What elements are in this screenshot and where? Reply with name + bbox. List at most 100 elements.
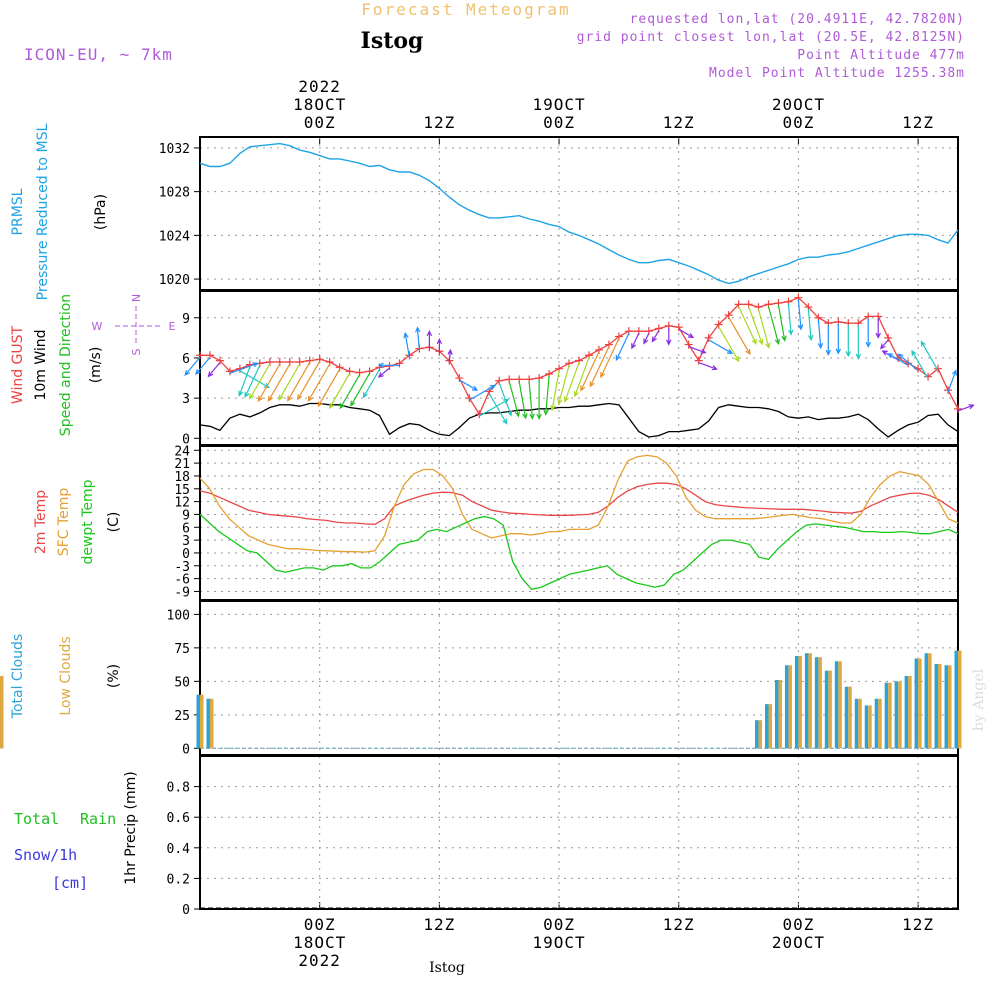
wind-direction-arrow xyxy=(426,330,433,350)
top-time-label: 20OCT xyxy=(772,95,825,114)
top-time-label: 18OCT xyxy=(293,95,346,114)
wind-panel: 0 3 6 9 xyxy=(182,290,975,447)
bottom-time-label: 18OCT xyxy=(293,933,346,952)
clouds-ytick-label: 0 xyxy=(182,742,190,757)
clouds-panel-labels: Total Clouds Low Clouds (%) xyxy=(10,634,122,719)
clouds-ytick-label: 100 xyxy=(167,608,190,623)
wind-direction-arrow xyxy=(767,306,780,346)
low-clouds-bar xyxy=(798,655,802,749)
wind-direction-arrow xyxy=(886,353,909,366)
total-clouds-bar xyxy=(804,653,809,749)
wind-direction-arrow xyxy=(528,381,535,420)
wind-gust-marker xyxy=(934,364,943,373)
top-time-label: 2022 xyxy=(298,77,341,96)
low-clouds-bar xyxy=(858,698,862,749)
wind-direction-arrow xyxy=(249,363,271,400)
compass-n: N xyxy=(130,294,143,302)
wind-gust-marker xyxy=(674,323,683,332)
wind-gust-marker xyxy=(395,359,404,368)
temp-label-2m: 2m Temp xyxy=(33,490,49,554)
precipitation-panel: 0 0.2 0.4 0.6 0.8 xyxy=(167,755,959,918)
wind-direction-arrow xyxy=(184,356,201,376)
precip-label-snow: Snow/1h xyxy=(14,846,77,864)
pressure-ytick-label: 1028 xyxy=(159,186,190,201)
wind-direction-arrow xyxy=(488,393,508,425)
low-clouds-bar xyxy=(838,661,842,749)
wind-direction-arrow xyxy=(957,404,975,412)
clouds-ytick-label: 75 xyxy=(174,642,190,657)
total-clouds-bar xyxy=(954,650,958,749)
low-clouds-bar xyxy=(209,698,214,749)
low-clouds-bar xyxy=(0,675,4,749)
bottom-time-label: 20OCT xyxy=(772,933,825,952)
wind-direction-arrow xyxy=(643,332,650,345)
clouds-ytick-label: 50 xyxy=(174,675,190,690)
total-clouds-bar xyxy=(854,698,859,749)
model-altitude: Model Point Altitude 1255.38m xyxy=(709,66,965,81)
total-clouds-bar xyxy=(206,698,210,749)
wind-direction-arrow xyxy=(238,366,251,397)
wind-frame xyxy=(199,290,959,446)
panels: 10201024102810320369-9-6-303691215182124… xyxy=(0,136,975,918)
total-clouds-bar xyxy=(774,680,779,749)
model-label: ICON-EU, ~ 7km xyxy=(24,45,173,64)
bottom-time-label: 12Z xyxy=(663,915,695,934)
pressure-panel-labels: PRMSL Pressure Reduced to MSL (hPa) xyxy=(10,123,109,300)
precip-label-unit: 1hr Precip (mm) xyxy=(123,771,139,884)
total-clouds-bar xyxy=(904,675,909,749)
wind-gust-marker xyxy=(924,372,933,381)
wind-direction-arrow xyxy=(817,319,824,350)
wind-label-speed: Speed and Direction xyxy=(58,294,74,436)
pressure-ytick-label: 1024 xyxy=(159,229,190,244)
wind-direction-arrow xyxy=(835,323,842,355)
wind-direction-arrow xyxy=(339,374,361,410)
temperature-ytick-label: -6 xyxy=(174,573,190,588)
wind-direction-arrow xyxy=(229,362,259,374)
low-clouds-bar xyxy=(878,698,882,749)
bottom-time-label: 12Z xyxy=(902,915,934,934)
wind-direction-arrow xyxy=(920,340,939,371)
precip-label-cm: [cm] xyxy=(52,874,88,892)
wind-direction-arrow xyxy=(600,338,620,379)
temperature-panel-labels: 2m Temp SFC Temp dewpt Temp (C) xyxy=(33,479,122,564)
wind-direction-arrow xyxy=(855,325,861,360)
wind-gust-marker xyxy=(944,386,953,395)
bottom-time-label: 2022 xyxy=(298,951,341,970)
precip-panel-labels: Total Rain Snow/1h [cm] 1hr Precip (mm) xyxy=(14,771,139,892)
wind-direction-arrow xyxy=(865,318,871,348)
low-clouds-bar xyxy=(778,680,782,749)
total-clouds-bar xyxy=(834,661,839,749)
bottom-time-label: 00Z xyxy=(304,915,336,934)
precipitation-ytick-label: 0.6 xyxy=(167,811,190,826)
wind-ytick-label: 6 xyxy=(182,352,190,367)
wind-direction-arrow xyxy=(244,365,261,399)
wind-direction-arrow xyxy=(797,299,804,331)
total-clouds-bar xyxy=(844,686,849,749)
compass-w: W xyxy=(92,320,103,333)
wind-direction-arrow xyxy=(738,306,757,345)
temp-dewpoint-line xyxy=(199,513,959,591)
total-clouds-bar xyxy=(824,670,829,749)
wind-direction-arrow xyxy=(550,370,560,412)
pressure-line xyxy=(199,142,959,285)
wind-direction-arrow xyxy=(757,308,771,349)
wind-direction-arrow xyxy=(845,325,852,358)
bottom-time-label: 19OCT xyxy=(532,933,585,952)
top-time-label: 00Z xyxy=(782,113,814,132)
wind-direction-arrow xyxy=(447,348,453,363)
wind-direction-arrow xyxy=(267,363,291,403)
temperature-ytick-label: -9 xyxy=(174,585,190,600)
wind-direction-arrow xyxy=(880,339,889,350)
total-clouds-bar xyxy=(914,658,919,749)
wind-direction-arrow xyxy=(469,384,496,401)
wind-label-gust: Wind GUST xyxy=(10,325,26,404)
wind-direction-arrow xyxy=(825,325,832,356)
temp-label-unit: (C) xyxy=(106,512,122,533)
temperature-ytick-label: 6 xyxy=(182,521,190,536)
top-time-label: 00Z xyxy=(304,113,336,132)
total-clouds-bar xyxy=(784,665,789,749)
temp-label-sfc: SFC Temp xyxy=(56,488,72,557)
low-clouds-bar xyxy=(958,650,962,749)
